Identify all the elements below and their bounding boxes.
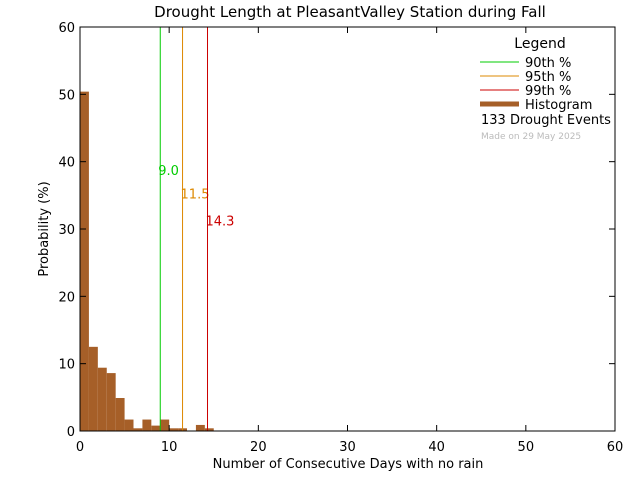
histogram-bar (160, 419, 170, 431)
x-tick-label: 0 (76, 440, 84, 455)
histogram-bar (124, 419, 134, 431)
y-tick-label: 20 (58, 290, 75, 305)
made-on-date: Made on 29 May 2025 (481, 132, 581, 142)
y-tick-label: 10 (58, 358, 75, 373)
y-axis-label: Probability (%) (37, 181, 52, 276)
x-tick-label: 50 (518, 440, 535, 455)
histogram-bar (115, 398, 125, 431)
legend-entry-label: 99th % (525, 84, 571, 99)
percentile-lines: 9.011.5 14.3 (158, 27, 234, 431)
x-tick-label: 10 (161, 440, 178, 455)
legend: Legend 90th %95th %99th % Histogram 133 … (480, 36, 611, 142)
y-axis-ticks: 0 10 20 30 40 50 60 (58, 21, 615, 440)
legend-title: Legend (514, 36, 565, 52)
percentile-value-label: 9.0 (158, 164, 179, 179)
x-tick-label: 30 (339, 440, 356, 455)
drought-events-count: 133 Drought Events (481, 113, 611, 128)
y-tick-label: 0 (67, 425, 75, 440)
histogram-bar (151, 425, 161, 431)
x-axis-label: Number of Consecutive Days with no rain (213, 457, 484, 472)
histogram-bars (80, 91, 214, 431)
y-tick-label: 50 (58, 88, 75, 103)
histogram-bar (195, 424, 205, 431)
x-tick-label: 60 (607, 440, 624, 455)
histogram-bar (80, 91, 89, 431)
histogram-bar (204, 428, 214, 431)
legend-entry-label: 95th % (525, 70, 571, 85)
y-tick-label: 30 (58, 223, 75, 238)
histogram-bar (88, 346, 98, 431)
histogram-bar (106, 373, 116, 431)
histogram-bar (133, 428, 143, 431)
histogram-bar (97, 367, 107, 431)
x-tick-label: 40 (428, 440, 445, 455)
legend-entry-label: 90th % (525, 56, 571, 71)
percentile-value-label: 11.5 (181, 188, 210, 203)
histogram-bar (169, 428, 179, 431)
legend-histogram-label: Histogram (525, 98, 592, 113)
x-axis-ticks: 0 10 20 30 40 50 60 (76, 27, 623, 455)
percentile-value-label: 14.3 (206, 215, 235, 230)
legend-entries: 90th %95th %99th % (480, 56, 571, 99)
chart-title: Drought Length at PleasantValley Station… (154, 3, 546, 21)
y-tick-label: 60 (58, 21, 75, 36)
histogram-bar (142, 419, 152, 431)
x-tick-label: 20 (250, 440, 267, 455)
y-tick-label: 40 (58, 156, 75, 171)
